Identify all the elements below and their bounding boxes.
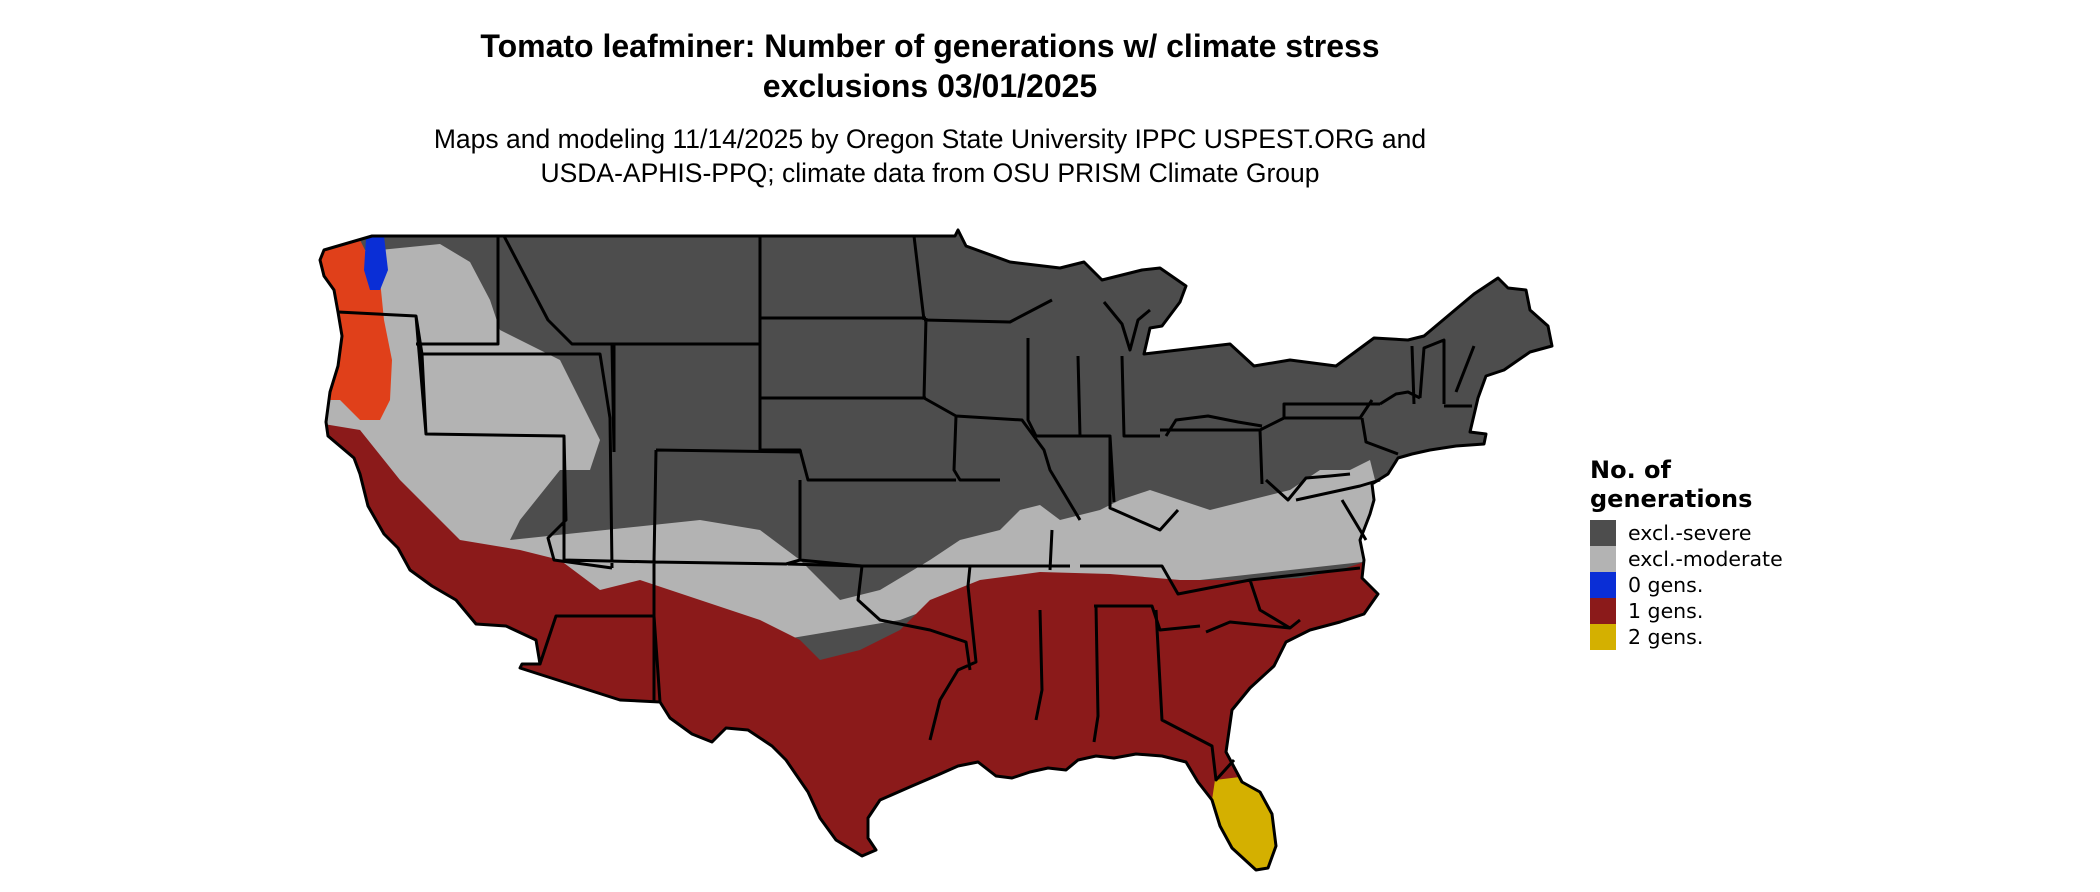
zone-two-gen-florida	[1212, 776, 1280, 870]
zone-excl-moderate	[320, 244, 1380, 650]
title-line-2: exclusions 03/01/2025	[762, 68, 1098, 104]
legend-item: 1 gens.	[1590, 598, 1783, 624]
legend-title-line-1: No. of	[1590, 456, 1671, 484]
legend-title: No. of generations	[1590, 456, 1760, 514]
legend-swatch	[1590, 546, 1616, 572]
legend-item: 2 gens.	[1590, 624, 1783, 650]
legend-item: excl.-severe	[1590, 520, 1783, 546]
state-borders	[318, 228, 1554, 872]
legend-label: 2 gens.	[1628, 625, 1704, 649]
legend-item: 0 gens.	[1590, 572, 1783, 598]
subtitle-line-1: Maps and modeling 11/14/2025 by Oregon S…	[433, 124, 1427, 154]
map-title: Tomato leafminer: Number of generations …	[390, 26, 1470, 106]
title-line-1: Tomato leafminer: Number of generations …	[480, 28, 1380, 64]
legend-swatch	[1590, 598, 1616, 624]
zone-zero-gen-puget	[364, 236, 388, 290]
legend-label: 0 gens.	[1628, 573, 1704, 597]
state-lines	[337, 234, 1476, 782]
legend-item: excl.-moderate	[1590, 546, 1783, 572]
map-subtitle: Maps and modeling 11/14/2025 by Oregon S…	[390, 122, 1470, 190]
subtitle-line-2: USDA-APHIS-PPQ; climate data from OSU PR…	[540, 158, 1320, 188]
great-lakes-michigan-shore	[1102, 301, 1151, 352]
legend-title-line-2: generations	[1590, 485, 1753, 513]
legend-swatch	[1590, 572, 1616, 598]
legend-swatch	[1590, 624, 1616, 650]
legend-swatch	[1590, 520, 1616, 546]
legend-label: excl.-severe	[1628, 521, 1752, 545]
legend-label: 1 gens.	[1628, 599, 1704, 623]
legend: No. of generations excl.-severe excl.-mo…	[1590, 456, 1783, 650]
legend-label: excl.-moderate	[1628, 547, 1783, 571]
